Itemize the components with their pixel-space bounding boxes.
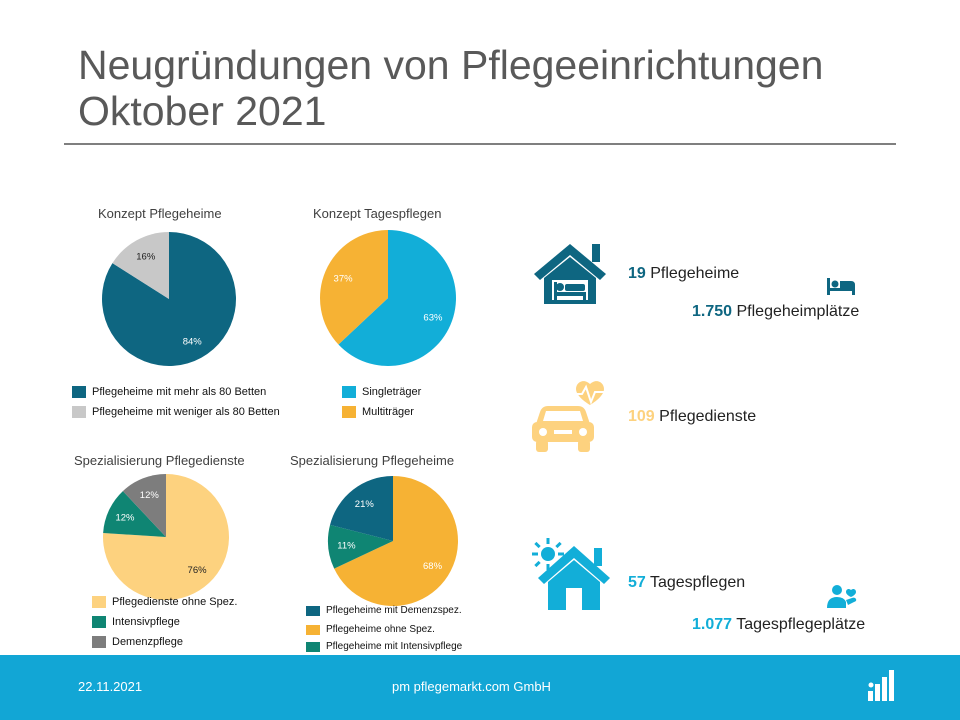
legend-swatch: [306, 641, 320, 652]
legend-label: Pflegeheime mit weniger als 80 Betten: [92, 406, 280, 418]
chart-title-spezialisierung-pflegeheime: Spezialisierung Pflegeheime: [290, 453, 455, 468]
chart-title-konzept-pflegeheime: Konzept Pflegeheime: [98, 206, 222, 221]
legend-item: Intensivpflege: [92, 612, 237, 632]
pie-slice: [103, 491, 166, 537]
stat-pflegeheime: 19 Pflegeheime: [628, 265, 739, 283]
legend-item: Pflegeheime mit weniger als 80 Betten: [72, 402, 280, 422]
pie-data-label: 76%: [188, 565, 208, 576]
stat-number: 57: [628, 574, 646, 591]
pie-slice: [112, 232, 169, 299]
pie-chart-konzept-tagespflegen: 63% 37%: [320, 230, 456, 366]
pie-slice: [330, 476, 393, 541]
stat-pflegeheimplaetze: 1.750 Pflegeheimplätze: [692, 303, 859, 321]
stat-pflegedienste: 109 Pflegedienste: [628, 408, 756, 426]
stat-label: Pflegeheimplätze: [736, 303, 860, 320]
stat-tagespflegen: 57 Tagespflegen: [628, 574, 745, 592]
pie-slice: [334, 476, 458, 606]
legend-swatch: [92, 616, 106, 628]
legend-spezialisierung-pflegedienste: Pflegedienste ohne Spez. Intensivpflege …: [92, 592, 237, 652]
legend-label: Multiträger: [362, 406, 414, 418]
legend-label: Intensivpflege: [112, 616, 180, 628]
pie-slice: [320, 230, 388, 345]
pflegemarkt-logo: [868, 670, 894, 701]
stat-tagespflegeplaetze: 1.077 Tagespflegeplätze: [692, 616, 865, 634]
pie-slice: [103, 474, 229, 600]
legend-label: Pflegedienste ohne Spez.: [112, 596, 238, 608]
pie-chart-konzept-pflegeheime: 84% 16%: [102, 232, 237, 366]
legend-item: Pflegedienste ohne Spez.: [92, 592, 237, 612]
legend-swatch: [306, 605, 320, 616]
legend-swatch: [92, 596, 106, 608]
legend-item: Singleträger: [342, 382, 421, 402]
legend-label: Demenzpflege: [112, 636, 183, 648]
legend-label: Singleträger: [362, 386, 422, 398]
pie-data-label: 11%: [337, 540, 356, 551]
legend-swatch: [72, 406, 86, 418]
stat-label: Tagespflegeplätze: [736, 616, 866, 633]
footer-company: pm pflegemarkt.com GmbH: [392, 679, 551, 694]
pie-data-label: 12%: [115, 513, 135, 524]
pie-chart-spezialisierung-pflegedienste: 76% 12% 12%: [103, 474, 229, 600]
legend-spezialisierung-pflegeheime: Pflegeheime mit Demenzspez. Pflegeheime …: [306, 601, 462, 654]
stat-label: Pflegedienste: [659, 408, 757, 425]
pie-slice: [328, 524, 393, 569]
pie-slice: [102, 232, 237, 366]
pie-data-label: 16%: [136, 252, 156, 263]
house-bed-icon: [534, 244, 606, 304]
chart-title-konzept-tagespflegen: Konzept Tagespflegen: [313, 206, 442, 221]
title-line-1: Neugründungen von Pflegeeinrichtungen: [78, 42, 824, 88]
pie-data-label: 21%: [355, 499, 375, 510]
pie-data-label: 63%: [423, 312, 443, 323]
bed-icon: [827, 278, 855, 295]
footer-bar: 22.11.2021 pm pflegemarkt.com GmbH: [0, 655, 960, 720]
legend-swatch: [92, 636, 106, 648]
legend-konzept-tagespflegen: Singleträger Multiträger: [342, 382, 421, 422]
legend-swatch: [72, 386, 86, 398]
pie-data-label: 37%: [334, 274, 354, 285]
person-care-icon: [827, 585, 857, 608]
chart-title-spezialisierung-pflegedienste: Spezialisierung Pflegedienste: [74, 453, 245, 468]
footer-date: 22.11.2021: [78, 679, 143, 694]
legend-konzept-pflegeheime: Pflegeheime mit mehr als 80 Betten Pfleg…: [72, 382, 280, 422]
legend-item: Pflegeheime mit mehr als 80 Betten: [72, 382, 280, 402]
legend-item: Pflegeheime ohne Spez.: [306, 620, 462, 639]
legend-swatch: [306, 624, 320, 635]
legend-swatch: [342, 406, 356, 418]
legend-swatch: [342, 386, 356, 398]
house-sun-icon: [532, 538, 610, 610]
car-heartbeat-icon: [532, 381, 608, 452]
stat-number: 109: [628, 408, 655, 425]
legend-item: Multiträger: [342, 402, 421, 422]
legend-item: Demenzpflege: [92, 632, 237, 652]
stat-label: Pflegeheime: [650, 265, 740, 282]
pie-data-label: 68%: [423, 561, 443, 572]
pie-slice: [338, 230, 456, 366]
pie-data-label: 12%: [140, 490, 160, 501]
title-line-2: Oktober 2021: [78, 88, 327, 134]
legend-item: Pflegeheime mit Intensivpflege: [306, 639, 462, 654]
title-divider: [64, 143, 896, 145]
stat-number: 1.750: [692, 303, 733, 320]
pie-data-label: 84%: [183, 336, 203, 347]
pie-slice: [122, 474, 166, 537]
stat-number: 1.077: [692, 616, 733, 633]
legend-label: Pflegeheime ohne Spez.: [326, 624, 435, 635]
legend-label: Pflegeheime mit Demenzspez.: [326, 605, 462, 616]
stat-number: 19: [628, 265, 646, 282]
pie-chart-spezialisierung-pflegeheime: 68% 11% 21%: [328, 476, 458, 606]
page-title: Neugründungen von Pflegeeinrichtungen Ok…: [78, 42, 823, 134]
stat-label: Tagespflegen: [649, 574, 746, 591]
legend-label: Pflegeheime mit mehr als 80 Betten: [92, 386, 267, 398]
legend-item: Pflegeheime mit Demenzspez.: [306, 601, 462, 620]
legend-label: Pflegeheime mit Intensivpflege: [326, 641, 463, 652]
